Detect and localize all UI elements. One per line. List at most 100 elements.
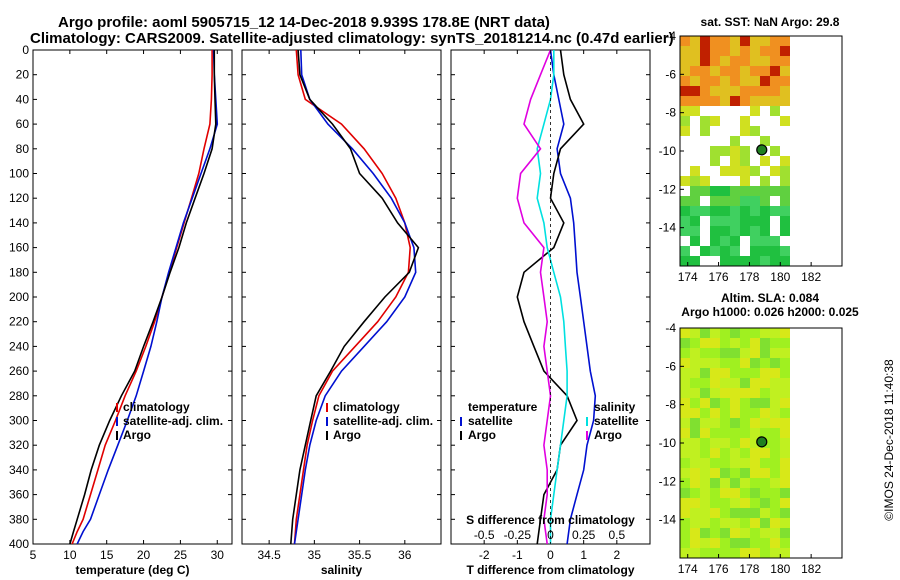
map-cell [730,76,740,86]
map-cell [780,488,790,498]
map-cell [730,186,740,196]
map-cell [740,116,750,126]
map-cell [680,66,690,76]
map-x-tick-label: 182 [801,270,821,284]
map-cell [780,378,790,388]
map-cell [750,46,760,56]
map-cell [690,398,700,408]
map-cell [690,448,700,458]
map-cell [760,66,770,76]
map-cell [700,338,710,348]
map-cell [710,76,720,86]
map-cell [740,328,750,338]
map-cell [770,518,780,528]
map-cell [770,46,780,56]
map-cell [770,428,780,438]
map-cell [750,206,760,216]
map-cell [710,418,720,428]
map-cell [760,96,770,106]
map-cell [710,146,720,156]
map-x-tick-label: 174 [678,562,698,576]
map-cell [740,338,750,348]
map-cell [690,96,700,106]
x-axis-label: T difference from climatology [466,563,634,577]
x-tick-label: 15 [100,548,114,562]
map-cell [760,256,770,266]
map-cell [700,46,710,56]
map-cell [780,478,790,488]
map-cell [700,538,710,548]
map-cell [680,338,690,348]
map-cell [770,106,780,116]
map-cell [760,368,770,378]
map-cell [780,428,790,438]
legend-item: satellite-adj. clim. [333,414,433,428]
map-cell [720,458,730,468]
map-cell [710,358,720,368]
map-cell [680,538,690,548]
map-cell [760,206,770,216]
map-cell [780,518,790,528]
map-cell [770,358,780,368]
map-cell [750,106,760,116]
x-tick-label: 36 [398,548,412,562]
map-cell [750,236,760,246]
legend-right-title: salinity [594,400,636,414]
map-y-tick-label: -6 [665,359,676,373]
map-cell [690,468,700,478]
map-cell [740,548,750,558]
x-tick-label: 35 [308,548,322,562]
map-cell [720,86,730,96]
map-cell [680,206,690,216]
map-cell [690,226,700,236]
map-cell [700,398,710,408]
map-cell [740,418,750,428]
map-y-tick-label: -12 [659,182,677,196]
map-cell [680,126,690,136]
map-cell [730,478,740,488]
title-line-2: Climatology: CARS2009. Satellite-adjuste… [30,30,674,47]
map-cell [720,538,730,548]
map-cell [760,136,770,146]
map-cell [710,46,720,56]
map-cell [690,538,700,548]
map-cell [720,96,730,106]
map-cell [760,468,770,478]
top-tick-label: 0.25 [572,528,596,542]
map-cell [730,498,740,508]
map-cell [740,126,750,136]
y-tick-label: 380 [9,512,29,526]
map-cell [740,458,750,468]
map-cell [730,348,740,358]
map-cell [740,206,750,216]
map-cell [740,96,750,106]
map-cell [680,56,690,66]
map-cell [680,418,690,428]
map-cell [710,236,720,246]
map-cell [720,468,730,478]
map-cell [720,548,730,558]
map-cell [760,348,770,358]
map-cell [760,186,770,196]
map-cell [710,196,720,206]
legend-right-item: satellite [594,414,639,428]
x-tick-label: 25 [174,548,188,562]
map-cell [760,76,770,86]
map-cell [770,236,780,246]
map-cell [760,56,770,66]
map-cell [690,408,700,418]
map-cell [730,156,740,166]
map-cell [680,46,690,56]
map-cell [780,368,790,378]
map-cell [750,76,760,86]
map-cell [710,488,720,498]
map-cell [700,418,710,428]
map-cell [780,468,790,478]
map-cell [780,338,790,348]
map-cell [730,418,740,428]
map-cell [700,56,710,66]
map-cell [730,96,740,106]
map-cell [780,156,790,166]
map-cell [780,538,790,548]
map-cell [750,388,760,398]
